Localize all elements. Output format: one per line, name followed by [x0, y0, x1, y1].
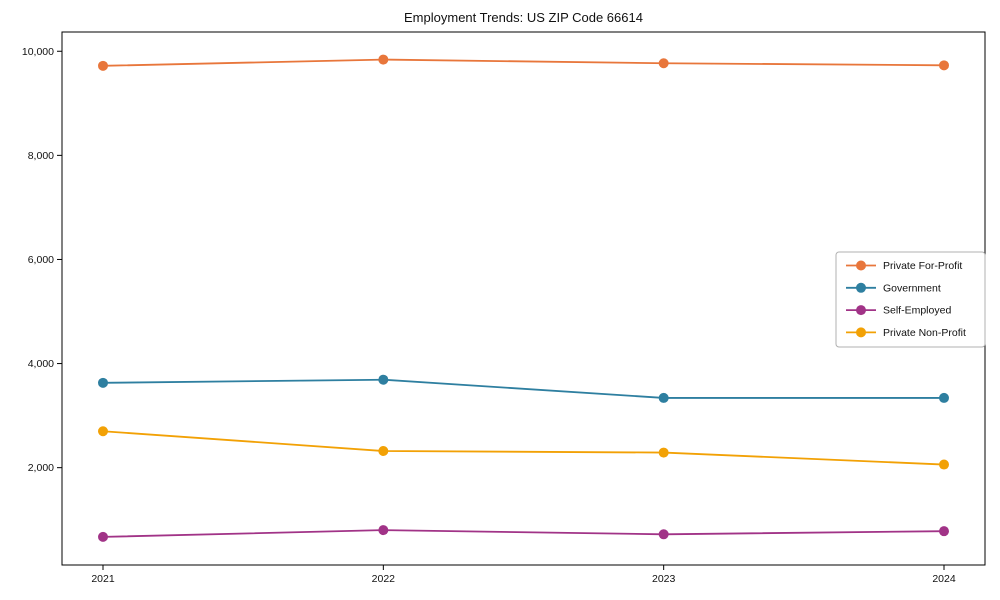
data-point: [939, 392, 949, 403]
data-point: [378, 54, 389, 65]
data-point: [378, 525, 389, 536]
data-point: [98, 426, 108, 437]
legend-marker: [856, 260, 866, 271]
legend-marker: [856, 305, 866, 316]
legend: Private For-Profit Government Self-Employe…: [835, 251, 986, 348]
legend-label: Private For-Profit: [883, 260, 962, 272]
y-tick-label: 6,000: [28, 254, 54, 266]
data-point: [939, 526, 949, 537]
legend-entry: Government: [846, 282, 941, 294]
chart-title: Employment Trends: US ZIP Code 66614: [404, 10, 643, 25]
data-point: [98, 60, 108, 71]
series-line: [102, 58, 945, 67]
series-line: [102, 529, 945, 538]
legend-box: [835, 251, 986, 348]
y-tick-label: 4,000: [28, 358, 54, 370]
legend-label: Private Non-Profit: [883, 327, 966, 339]
y-tick-label: 2,000: [28, 462, 54, 474]
y-tick-label: 8,000: [28, 150, 54, 162]
x-tick-label: 2022: [372, 573, 396, 585]
series-line: [102, 378, 944, 399]
data-point: [658, 529, 669, 540]
legend-entry: Private Non-Profit: [846, 327, 966, 339]
data-point: [98, 377, 108, 388]
data-point: [939, 60, 949, 71]
legend-entry: Self-Employed: [846, 305, 951, 317]
data-point: [658, 58, 669, 69]
legend-label: Government: [883, 282, 941, 294]
data-point: [378, 446, 389, 457]
data-point: [939, 459, 949, 470]
legend-label: Self-Employed: [883, 305, 951, 317]
legend-entry: Private For-Profit: [846, 260, 962, 272]
x-tick-label: 2023: [652, 573, 676, 585]
data-point: [658, 392, 669, 403]
data-point: [378, 374, 389, 385]
x-tick-label: 2021: [91, 573, 115, 585]
data-point: [98, 531, 108, 542]
x-tick-label: 2024: [932, 573, 956, 585]
legend-marker: [856, 282, 866, 293]
data-point: [658, 447, 669, 458]
y-tick-label: 10,000: [22, 46, 54, 58]
legend-marker: [856, 327, 866, 338]
series-line: [102, 430, 945, 466]
